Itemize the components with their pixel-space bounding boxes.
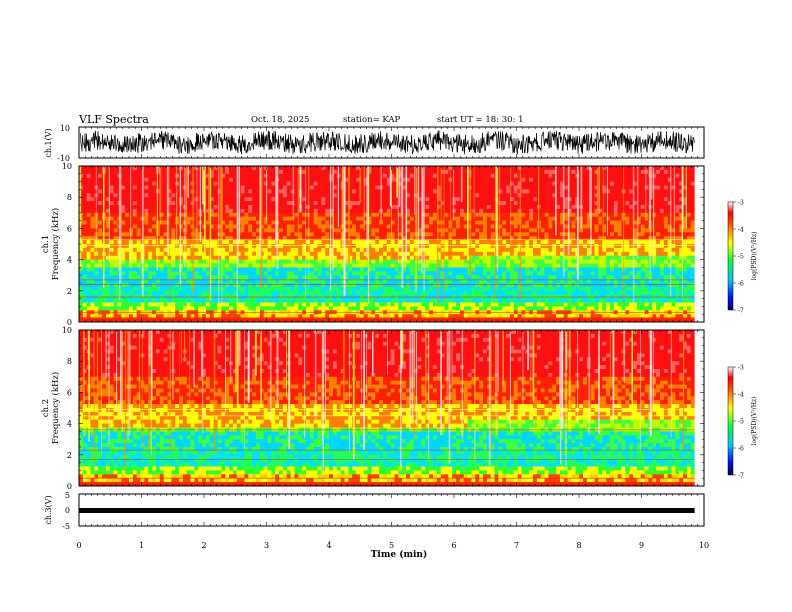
x-tick-label-2: 2: [201, 541, 206, 550]
spec2-ytick-2: 2: [67, 451, 72, 460]
x-axis-label: Time (min): [371, 549, 428, 560]
colorbar-tick--3: -3: [738, 200, 744, 207]
spec2-ytick-0: 0: [67, 482, 72, 491]
x-tick-label-9: 9: [639, 541, 644, 550]
wave3-ytick-top: 5: [65, 491, 70, 500]
x-tick-label-0: 0: [76, 541, 81, 550]
wave1-ytick-top: 10: [60, 124, 70, 133]
x-tick-label-10: 10: [699, 541, 709, 550]
date-label: Oct. 18, 2025: [251, 115, 310, 125]
colorbar-2: -3 -4 -5 -6 -7 log(PSD)(V²/Hz): [727, 365, 758, 480]
spec2-ylabel-ch: ch.2: [41, 399, 51, 417]
chart-title: VLF Spectra: [79, 113, 149, 126]
colorbar-tick--6: -6: [738, 281, 744, 288]
colorbar-tick--4: -4: [738, 227, 744, 234]
colorbar-tick--7: -7: [738, 473, 744, 480]
colorbar-tick--6: -6: [738, 446, 744, 453]
wave3-ytick-mid: 0: [65, 506, 70, 515]
x-tick-label-6: 6: [451, 541, 456, 550]
wave1-ytick-bottom: -10: [57, 154, 70, 163]
x-tick-label-3: 3: [264, 541, 269, 550]
spec1-ytick-2: 2: [67, 287, 72, 296]
waveform1-panel: 10 -10 ch.1(V): [44, 124, 705, 163]
colorbar-1: -3 -4 -5 -6 -7 log(PSD)(V²/Hz): [727, 200, 758, 315]
spectrogram1-panel: 10 8 6 4 2 0 ch.1 Frequency (kHz): [41, 162, 705, 327]
waveform3-trace: [79, 508, 695, 513]
spec2-ytick-10: 10: [62, 326, 72, 335]
time-axis: 0 1 2 3 4 5 6 7 8 9 10: [76, 127, 709, 550]
colorbar-tick--5: -5: [738, 254, 744, 261]
spec2-ytick-6: 6: [67, 388, 72, 397]
spec1-ylabel-freq: Frequency (kHz): [50, 208, 61, 280]
spectrogram2-panel: 10 8 6 4 2 0 ch.2 Frequency (kHz): [41, 326, 705, 491]
x-tick-label-5: 5: [389, 541, 394, 550]
spec1-ylabel-ch: ch.1: [41, 235, 51, 253]
spectrogram1-image: [79, 166, 704, 323]
station-label: station= KAP: [343, 115, 401, 125]
x-tick-label-1: 1: [139, 541, 144, 550]
x-tick-label-8: 8: [576, 541, 581, 550]
waveform3-panel: 5 0 -5 ch.3(V): [44, 491, 705, 531]
colorbar-tick--5: -5: [738, 419, 744, 426]
spec1-ytick-4: 4: [67, 256, 72, 265]
x-tick-label-4: 4: [326, 541, 331, 550]
start-time-label: start UT = 18: 30: 1: [437, 115, 524, 125]
wave3-ylabel: ch.3(V): [44, 495, 53, 524]
colorbar-tick--3: -3: [738, 365, 744, 372]
colorbar2-label: log(PSD)(V²/Hz): [751, 397, 758, 446]
spec1-ytick-6: 6: [67, 224, 72, 233]
spec2-ytick-4: 4: [67, 420, 72, 429]
waveform1-trace: [79, 130, 695, 155]
spec1-ytick-8: 8: [67, 193, 72, 202]
spec2-ylabel-freq: Frequency (kHz): [50, 372, 61, 444]
spec1-ytick-10: 10: [62, 162, 72, 171]
x-tick-label-7: 7: [514, 541, 519, 550]
colorbar-tick--4: -4: [738, 392, 744, 399]
colorbar-tick--7: -7: [738, 308, 744, 315]
wave3-ytick-bottom: -5: [62, 522, 70, 531]
spec1-ytick-0: 0: [67, 318, 72, 327]
wave1-ylabel: ch.1(V): [44, 128, 53, 157]
colorbar1-label: log(PSD)(V²/Hz): [751, 232, 758, 281]
spec2-ytick-8: 8: [67, 357, 72, 366]
spectrogram2-image: [79, 330, 704, 487]
